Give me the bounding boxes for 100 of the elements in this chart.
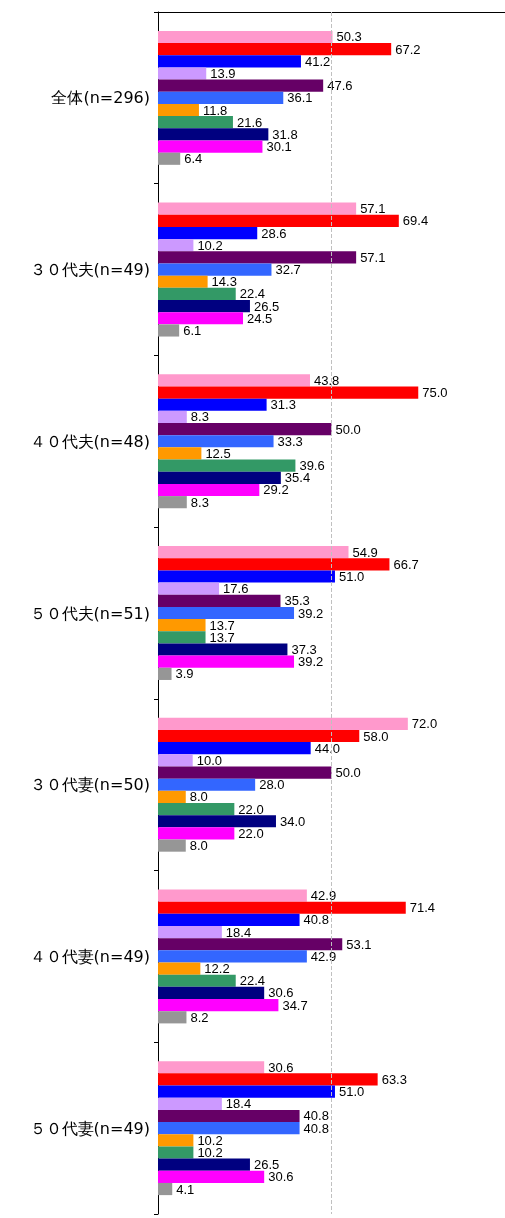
bar — [158, 913, 300, 926]
data-label: 40.8 — [303, 912, 329, 928]
bar — [158, 1146, 194, 1159]
bar — [158, 226, 258, 240]
data-label: 42.9 — [310, 888, 337, 904]
bar — [158, 103, 199, 117]
data-label: 41.2 — [304, 53, 331, 69]
bar — [158, 214, 399, 227]
data-label: 51.0 — [338, 568, 365, 584]
bar — [158, 435, 274, 448]
bar — [158, 962, 201, 975]
bar — [158, 152, 181, 165]
bar — [158, 116, 233, 129]
y-tick-label: ４０代妻(n=49) — [29, 946, 150, 966]
bar — [158, 300, 250, 313]
data-label: 14.3 — [211, 274, 237, 290]
data-label: 66.7 — [393, 556, 419, 572]
bar — [158, 594, 281, 607]
bar — [158, 619, 206, 632]
data-label: 42.9 — [310, 948, 337, 964]
data-label: 71.4 — [409, 900, 436, 916]
y-tick-label: ４０代夫(n=48) — [29, 431, 150, 451]
data-label: 67.2 — [395, 41, 421, 57]
bar — [158, 778, 256, 791]
data-label: 63.3 — [381, 1071, 407, 1087]
data-label: 10.0 — [196, 752, 223, 768]
data-label: 8.3 — [190, 409, 209, 425]
bar — [158, 496, 187, 509]
bar — [158, 1085, 335, 1098]
data-label: 33.3 — [277, 433, 303, 449]
data-label: 30.6 — [268, 1059, 294, 1075]
data-label: 28.6 — [261, 225, 287, 241]
data-label: 12.5 — [205, 445, 231, 461]
bar — [158, 1109, 300, 1123]
bar — [158, 729, 360, 743]
bar — [158, 202, 357, 215]
bar — [158, 606, 295, 620]
bar — [158, 471, 281, 484]
data-label: 22.0 — [238, 825, 264, 841]
bar — [158, 889, 307, 902]
bar — [158, 55, 301, 68]
data-label: 34.0 — [279, 813, 306, 829]
data-label: 54.9 — [352, 544, 378, 560]
y-tick-label: ５０代妻(n=49) — [29, 1118, 150, 1138]
y-tick-label: 全体(n=296) — [51, 88, 150, 108]
data-label: 8.0 — [189, 838, 208, 854]
data-label: 30.1 — [266, 139, 292, 155]
data-label: 8.0 — [189, 789, 208, 805]
data-label: 57.1 — [360, 249, 386, 265]
data-label: 10.2 — [197, 1145, 223, 1160]
bar — [158, 67, 207, 80]
data-label: 6.4 — [184, 151, 203, 167]
bar — [158, 802, 235, 816]
y-tick-label: ５０代夫(n=51) — [29, 603, 150, 623]
bar — [158, 999, 279, 1012]
data-label: 44.0 — [314, 740, 340, 756]
bar — [158, 398, 267, 411]
data-label: 47.6 — [327, 78, 353, 94]
data-label: 10.2 — [197, 1132, 223, 1148]
data-label: 13.9 — [210, 66, 236, 81]
bar — [158, 1011, 187, 1024]
bar — [158, 815, 276, 828]
bar — [158, 754, 193, 767]
data-label: 17.6 — [223, 581, 249, 597]
bar — [158, 1158, 250, 1171]
bar — [158, 30, 333, 44]
bar — [158, 655, 295, 668]
bar — [158, 459, 296, 472]
bar — [158, 1097, 222, 1110]
y-tick-label: ３０代妻(n=50) — [29, 775, 150, 795]
data-label: 50.0 — [335, 421, 361, 437]
data-label: 53.1 — [346, 936, 372, 952]
data-label: 8.2 — [190, 1009, 209, 1025]
data-label: 58.0 — [363, 728, 389, 744]
bar — [158, 239, 194, 252]
bar — [158, 386, 419, 399]
bar — [158, 938, 343, 951]
bar — [158, 546, 349, 559]
data-label: 18.4 — [225, 924, 252, 940]
data-label: 32.7 — [275, 262, 301, 278]
data-label: 8.3 — [190, 494, 209, 510]
data-label: 11.8 — [202, 102, 228, 118]
bar — [158, 263, 272, 276]
data-label: 50.3 — [336, 29, 362, 45]
data-label: 6.1 — [183, 322, 202, 338]
bar — [158, 287, 236, 301]
bar — [158, 79, 324, 92]
data-label: 51.0 — [338, 1084, 365, 1100]
bar — [158, 986, 265, 1000]
data-label: 18.4 — [225, 1096, 252, 1112]
bar — [158, 643, 288, 656]
data-label: 10.2 — [197, 237, 223, 253]
bar — [158, 901, 406, 914]
data-label: 21.6 — [236, 114, 263, 130]
bar — [158, 374, 310, 387]
bar — [158, 324, 180, 337]
data-label: 69.4 — [402, 213, 429, 229]
data-label: 28.0 — [259, 777, 285, 793]
bar — [158, 128, 269, 141]
bar — [158, 251, 357, 264]
